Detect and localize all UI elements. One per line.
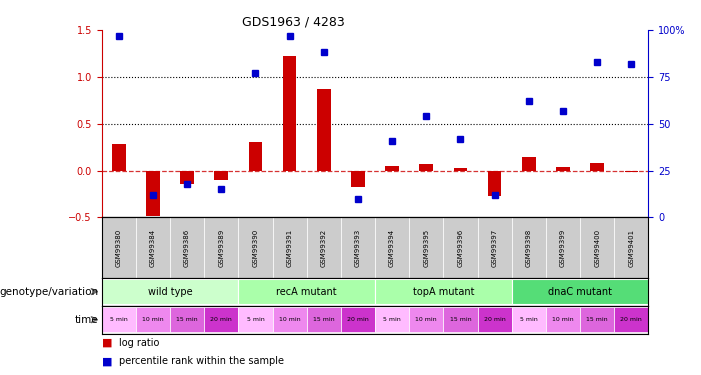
Text: 15 min: 15 min: [449, 317, 471, 322]
Text: 10 min: 10 min: [279, 317, 301, 322]
Text: 15 min: 15 min: [586, 317, 608, 322]
Text: GSM99392: GSM99392: [321, 228, 327, 267]
Bar: [477, 217, 512, 278]
Bar: [590, 163, 604, 171]
Bar: [170, 217, 204, 278]
Bar: [317, 89, 331, 171]
Bar: [170, 307, 204, 332]
Text: GSM99386: GSM99386: [184, 228, 190, 267]
Text: recA mutant: recA mutant: [276, 286, 337, 297]
Bar: [102, 307, 136, 332]
Text: 10 min: 10 min: [142, 317, 164, 322]
Bar: [522, 158, 536, 171]
Text: ■: ■: [102, 338, 112, 348]
Bar: [556, 167, 570, 171]
Bar: [136, 217, 170, 278]
Text: topA mutant: topA mutant: [413, 286, 474, 297]
Bar: [102, 279, 238, 304]
Bar: [146, 171, 160, 216]
Bar: [102, 217, 136, 278]
Text: dnaC mutant: dnaC mutant: [548, 286, 612, 297]
Bar: [409, 217, 444, 278]
Bar: [386, 166, 399, 171]
Bar: [614, 217, 648, 278]
Bar: [419, 164, 433, 171]
Text: GSM99397: GSM99397: [491, 228, 498, 267]
Bar: [112, 144, 125, 171]
Text: 15 min: 15 min: [313, 317, 334, 322]
Text: 20 min: 20 min: [484, 317, 505, 322]
Bar: [238, 217, 273, 278]
Text: wild type: wild type: [148, 286, 192, 297]
Text: GSM99396: GSM99396: [458, 228, 463, 267]
Bar: [273, 307, 307, 332]
Text: time: time: [74, 315, 98, 325]
Bar: [136, 307, 170, 332]
Text: GSM99398: GSM99398: [526, 228, 532, 267]
Bar: [375, 217, 409, 278]
Title: GDS1963 / 4283: GDS1963 / 4283: [242, 16, 344, 29]
Bar: [512, 279, 648, 304]
Bar: [273, 217, 307, 278]
Bar: [444, 217, 477, 278]
Text: GSM99384: GSM99384: [150, 228, 156, 267]
Bar: [444, 307, 477, 332]
Bar: [625, 171, 638, 172]
Bar: [512, 217, 546, 278]
Bar: [341, 217, 375, 278]
Bar: [454, 168, 468, 171]
Bar: [614, 307, 648, 332]
Text: GSM99390: GSM99390: [252, 228, 259, 267]
Text: log ratio: log ratio: [119, 338, 160, 348]
Bar: [307, 217, 341, 278]
Bar: [180, 171, 194, 184]
Text: 20 min: 20 min: [620, 317, 642, 322]
Text: 10 min: 10 min: [552, 317, 574, 322]
Text: 5 min: 5 min: [520, 317, 538, 322]
Bar: [204, 217, 238, 278]
Bar: [351, 171, 365, 186]
Text: 5 min: 5 min: [247, 317, 264, 322]
Text: GSM99394: GSM99394: [389, 228, 395, 267]
Text: genotype/variation: genotype/variation: [0, 286, 98, 297]
Text: GSM99399: GSM99399: [560, 228, 566, 267]
Text: GSM99391: GSM99391: [287, 228, 292, 267]
Text: GSM99380: GSM99380: [116, 228, 122, 267]
Bar: [238, 279, 375, 304]
Bar: [204, 307, 238, 332]
Text: GSM99389: GSM99389: [218, 228, 224, 267]
Bar: [375, 307, 409, 332]
Bar: [488, 171, 501, 196]
Bar: [546, 217, 580, 278]
Bar: [580, 217, 614, 278]
Bar: [375, 279, 512, 304]
Text: 10 min: 10 min: [416, 317, 437, 322]
Bar: [238, 307, 273, 332]
Bar: [409, 307, 444, 332]
Text: 5 min: 5 min: [383, 317, 401, 322]
Text: 20 min: 20 min: [210, 317, 232, 322]
Text: GSM99393: GSM99393: [355, 228, 361, 267]
Text: ■: ■: [102, 356, 112, 366]
Bar: [249, 142, 262, 171]
Text: 5 min: 5 min: [110, 317, 128, 322]
Bar: [512, 307, 546, 332]
Text: percentile rank within the sample: percentile rank within the sample: [119, 356, 284, 366]
Bar: [580, 307, 614, 332]
Text: GSM99400: GSM99400: [594, 228, 600, 267]
Bar: [341, 307, 375, 332]
Text: GSM99395: GSM99395: [423, 228, 429, 267]
Bar: [307, 307, 341, 332]
Bar: [477, 307, 512, 332]
Bar: [283, 56, 297, 171]
Text: 20 min: 20 min: [347, 317, 369, 322]
Text: GSM99401: GSM99401: [628, 228, 634, 267]
Bar: [546, 307, 580, 332]
Text: 15 min: 15 min: [176, 317, 198, 322]
Bar: [215, 171, 228, 180]
